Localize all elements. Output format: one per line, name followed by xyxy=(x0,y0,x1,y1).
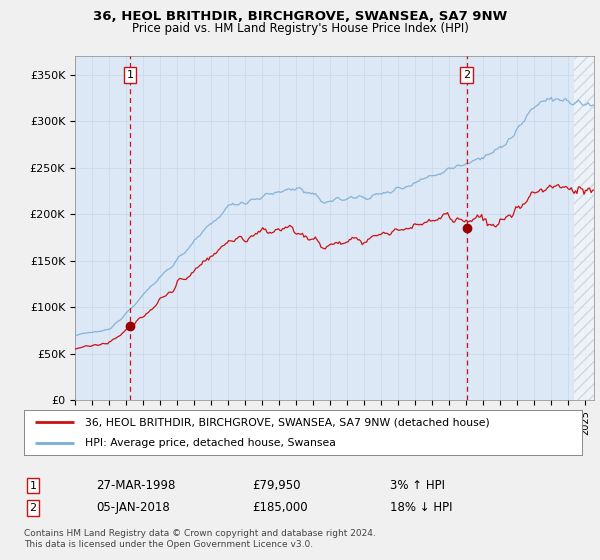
Text: £79,950: £79,950 xyxy=(252,479,301,492)
Text: Contains HM Land Registry data © Crown copyright and database right 2024.
This d: Contains HM Land Registry data © Crown c… xyxy=(24,529,376,549)
Text: 36, HEOL BRITHDIR, BIRCHGROVE, SWANSEA, SA7 9NW (detached house): 36, HEOL BRITHDIR, BIRCHGROVE, SWANSEA, … xyxy=(85,417,490,427)
Polygon shape xyxy=(574,56,594,400)
Text: 2: 2 xyxy=(463,70,470,80)
Text: 05-JAN-2018: 05-JAN-2018 xyxy=(96,501,170,515)
Text: 36, HEOL BRITHDIR, BIRCHGROVE, SWANSEA, SA7 9NW: 36, HEOL BRITHDIR, BIRCHGROVE, SWANSEA, … xyxy=(93,10,507,23)
Text: 18% ↓ HPI: 18% ↓ HPI xyxy=(390,501,452,515)
Text: £185,000: £185,000 xyxy=(252,501,308,515)
Text: 1: 1 xyxy=(127,70,133,80)
Text: HPI: Average price, detached house, Swansea: HPI: Average price, detached house, Swan… xyxy=(85,437,336,447)
Bar xyxy=(574,56,594,400)
Text: Price paid vs. HM Land Registry's House Price Index (HPI): Price paid vs. HM Land Registry's House … xyxy=(131,22,469,35)
Text: 2: 2 xyxy=(29,503,37,513)
Text: 27-MAR-1998: 27-MAR-1998 xyxy=(96,479,175,492)
Text: 3% ↑ HPI: 3% ↑ HPI xyxy=(390,479,445,492)
Text: 1: 1 xyxy=(29,480,37,491)
